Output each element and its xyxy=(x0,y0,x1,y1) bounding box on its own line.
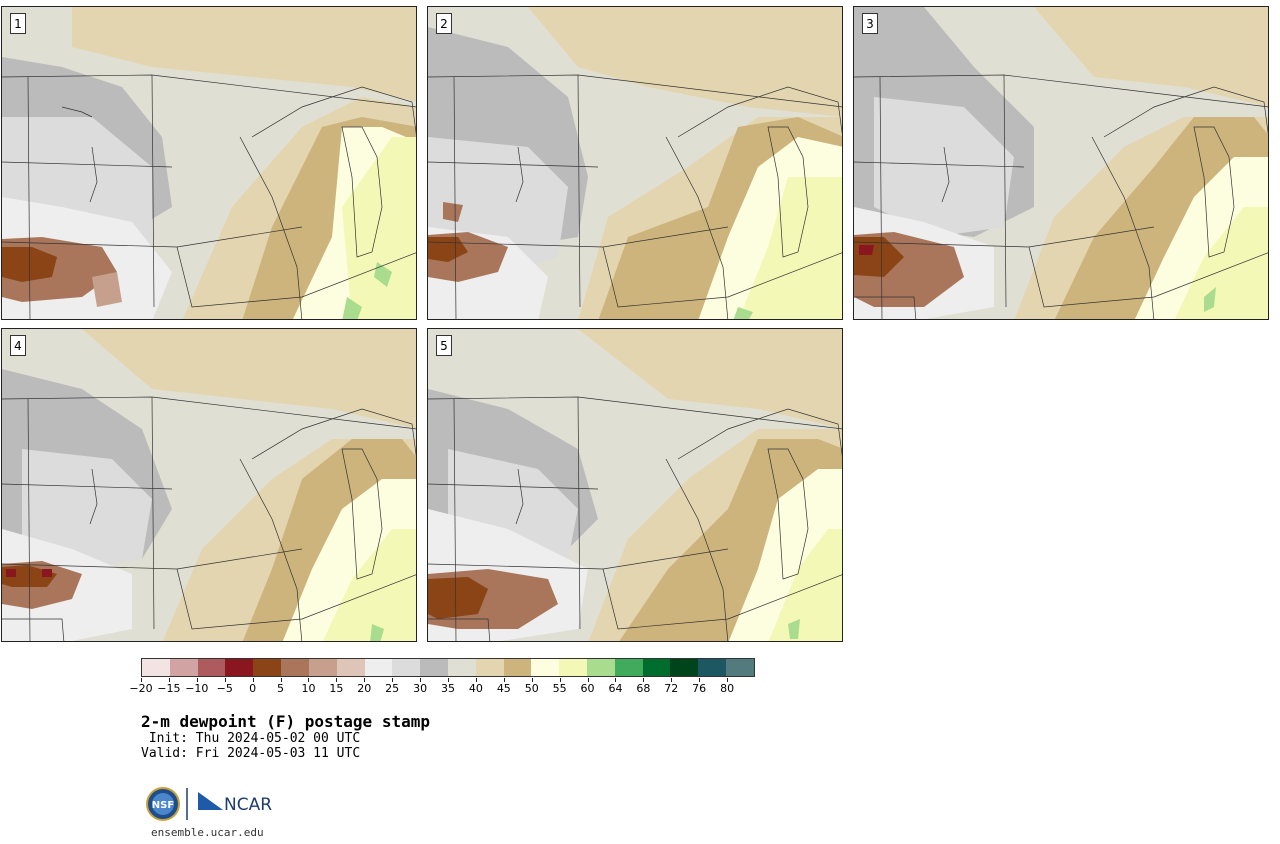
colorbar-tick xyxy=(364,678,366,682)
colorbar-tick-label: 0 xyxy=(249,682,257,695)
colorbar-tick xyxy=(475,678,477,682)
colorbar-tick xyxy=(531,678,533,682)
colorbar-swatch xyxy=(364,659,393,676)
map-panel-4: 4 xyxy=(1,328,417,642)
colorbar-tick xyxy=(671,678,673,682)
colorbar-tick-label: 15 xyxy=(329,682,344,695)
panel-number-label: 1 xyxy=(10,13,26,34)
colorbar-swatch xyxy=(336,659,365,676)
dewpoint-map xyxy=(854,7,1268,319)
colorbar-tick-label: −10 xyxy=(185,682,209,695)
colorbar-tick xyxy=(503,678,505,682)
colorbar-swatch xyxy=(670,659,699,676)
colorbar-tick xyxy=(196,678,198,682)
colorbar-tick xyxy=(448,678,449,682)
colorbar-swatch xyxy=(503,659,532,676)
colorbar-swatch xyxy=(392,659,421,676)
colorbar-tick-label: 64 xyxy=(608,682,623,695)
colorbar-swatch xyxy=(726,659,754,676)
colorbar-tick-label: 35 xyxy=(441,682,455,695)
panel-number-label: 5 xyxy=(436,335,452,356)
colorbar-tick xyxy=(141,678,142,682)
colorbar-swatch xyxy=(447,659,476,676)
colorbar-tick-label: 10 xyxy=(301,682,316,695)
dewpoint-map xyxy=(2,7,416,319)
nsf-logo-text: NSF xyxy=(152,800,174,811)
colorbar-tick xyxy=(699,678,701,682)
colorbar-tick-label: 80 xyxy=(720,682,735,695)
panel-number-label: 4 xyxy=(10,335,26,356)
colorbar-tick-label: 76 xyxy=(692,682,707,695)
ncar-logo-text: NCAR xyxy=(224,795,272,815)
colorbar-tick-labels: −20 −15 −10 −5 0 5 10 15 20 25 30 35 40 45 50 55 60 64 68 7… xyxy=(129,678,755,698)
colorbar-swatch xyxy=(559,659,587,676)
colorbar-tick-label: −15 xyxy=(157,682,181,695)
colorbar-tick xyxy=(615,678,617,682)
map-panel-5: 5 xyxy=(427,328,843,642)
colorbar-swatch xyxy=(169,659,198,676)
valid-time: Valid: Fri 2024-05-03 11 UTC xyxy=(141,746,361,761)
nsf-ncar-logo: NSF NCAR xyxy=(146,787,272,821)
colorbar-tick-label: 68 xyxy=(636,682,651,695)
colorbar-tick-label: 20 xyxy=(357,682,372,695)
dewpoint-map xyxy=(428,329,842,641)
dewpoint-map xyxy=(2,329,416,641)
colorbar-tick-label: 72 xyxy=(664,682,679,695)
colorbar-swatch xyxy=(475,659,504,676)
init-time: Init: Thu 2024-05-02 00 UTC xyxy=(141,731,361,746)
colorbar-tick xyxy=(280,678,282,682)
colorbar-tick-label: 45 xyxy=(496,682,511,695)
colorbar-tick-label: 50 xyxy=(524,682,539,695)
colorbar xyxy=(141,658,755,677)
colorbar-swatch xyxy=(420,659,448,676)
colorbar-tick-label: 60 xyxy=(580,682,595,695)
colorbar-swatch xyxy=(531,659,560,676)
colorbar-tick xyxy=(587,678,589,682)
colorbar-swatch xyxy=(253,659,282,676)
colorbar-tick xyxy=(559,678,561,682)
map-panel-3: 3 xyxy=(853,6,1269,320)
colorbar-tick xyxy=(392,678,394,682)
colorbar-swatch xyxy=(642,659,671,676)
colorbar-tick xyxy=(643,678,645,682)
colorbar-swatch xyxy=(308,659,337,676)
colorbar-tick xyxy=(252,678,254,682)
colorbar-swatch xyxy=(142,659,170,676)
site-url: ensemble.ucar.edu xyxy=(151,826,264,839)
colorbar-swatch xyxy=(614,659,643,676)
panel-number-label: 2 xyxy=(436,13,452,34)
colorbar-swatch xyxy=(225,659,254,676)
colorbar-swatch xyxy=(281,659,309,676)
colorbar-tick xyxy=(420,678,422,682)
map-panel-2: 2 xyxy=(427,6,843,320)
map-title: 2-m dewpoint (F) postage stamp xyxy=(141,712,430,731)
colorbar-tick-label: 5 xyxy=(277,682,285,695)
colorbar-tick-label: 30 xyxy=(413,682,428,695)
colorbar-tick xyxy=(727,678,729,682)
panel-number-label: 3 xyxy=(862,13,878,34)
colorbar-tick xyxy=(336,678,338,682)
map-panel-1: 1 xyxy=(1,6,417,320)
logo-group: NSF NCAR xyxy=(145,786,275,822)
colorbar-tick xyxy=(168,678,170,682)
colorbar-swatch xyxy=(698,659,727,676)
colorbar-tick xyxy=(308,678,310,682)
colorbar-tick-label: −5 xyxy=(216,682,233,695)
dewpoint-map xyxy=(428,7,842,319)
colorbar-swatch xyxy=(197,659,226,676)
colorbar-tick-label: 40 xyxy=(468,682,483,695)
colorbar-tick xyxy=(224,678,226,682)
colorbar-tick-label: 55 xyxy=(552,682,567,695)
colorbar-tick-label: −20 xyxy=(129,682,153,695)
colorbar-swatch xyxy=(587,659,615,676)
colorbar-tick-label: 25 xyxy=(385,682,400,695)
